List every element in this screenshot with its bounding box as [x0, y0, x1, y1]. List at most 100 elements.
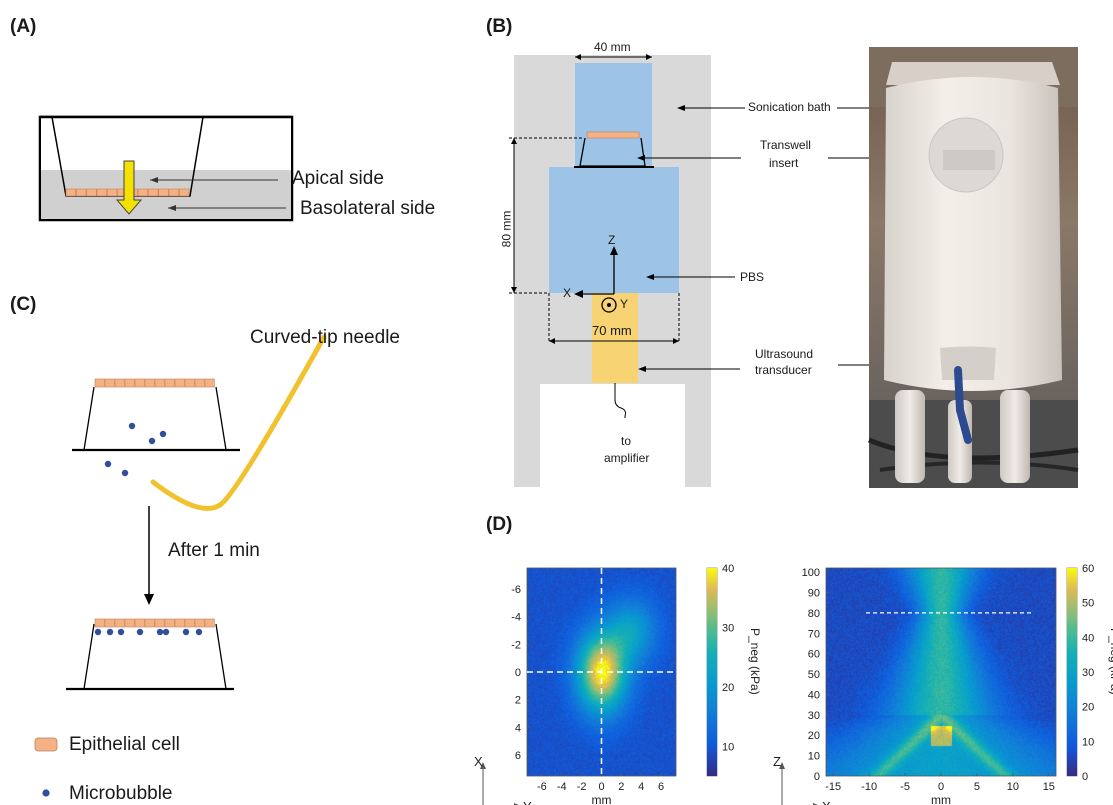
y-tick-label: 6 — [515, 750, 521, 762]
epithelial-cell — [65, 188, 76, 197]
axis-y-label: Y — [620, 297, 629, 311]
epithelial-cell — [168, 188, 179, 197]
microbubble — [136, 628, 144, 636]
x-tick-label: 10 — [1007, 781, 1019, 793]
y-tick-label: -6 — [511, 584, 521, 596]
colorbar-tick-label: 30 — [1082, 667, 1094, 679]
y-tick-label: -4 — [511, 612, 521, 624]
y-tick-label: 90 — [808, 587, 820, 599]
legend-microbubble-label: Microbubble — [69, 783, 173, 804]
epithelial-cell — [174, 618, 185, 628]
panel-a-label: (A) — [10, 16, 37, 37]
ultrasound-label-line2: transducer — [755, 363, 812, 377]
epithelial-cell — [86, 188, 97, 197]
attached-microbubbles — [94, 628, 203, 636]
x-tick-label: -5 — [900, 781, 910, 793]
epithelial-cell — [94, 378, 105, 388]
x-axis-label: mm — [931, 793, 951, 805]
epithelial-cell — [94, 618, 105, 628]
epithelial-cell — [204, 618, 215, 628]
x-tick-label: 6 — [658, 781, 664, 793]
epithelial-cell — [106, 188, 118, 197]
epithelial-cells-before — [94, 378, 215, 388]
width-40mm-label: 40 mm — [594, 40, 631, 54]
colorbar-tick-label: 40 — [1082, 632, 1094, 644]
x-tick-label: 0 — [598, 781, 604, 793]
microbubble — [156, 628, 164, 636]
pbs-label: PBS — [740, 270, 765, 284]
epithelial-cell — [194, 378, 205, 388]
microbubble — [148, 437, 156, 445]
epithelial-cell — [174, 378, 185, 388]
colorbar-tick-label: 50 — [1082, 598, 1094, 610]
transwell-label-line1: Transwell — [760, 138, 811, 152]
colorbar-label: P_neg (kPa) — [1108, 628, 1113, 695]
epithelial-cell — [114, 378, 125, 388]
transwell-label-line2: insert — [769, 156, 799, 170]
heatmap-xz-colorbar — [1067, 568, 1077, 776]
colorbar-tick-label: 40 — [722, 563, 734, 575]
microbubble — [106, 628, 114, 636]
axis-name-x: X — [822, 799, 831, 805]
ultrasound-label-line1: Ultrasound — [755, 347, 814, 361]
epithelial-cell — [184, 618, 195, 628]
x-tick-label: -4 — [557, 781, 567, 793]
panel-b-label: (B) — [486, 16, 513, 37]
epithelial-cell — [204, 378, 215, 388]
epithelial-cell — [148, 188, 159, 197]
x-tick-label: 15 — [1043, 781, 1055, 793]
needle-label: Curved-tip needle — [250, 327, 400, 348]
axis-name-y: X — [474, 754, 483, 769]
epithelial-cell — [154, 378, 165, 388]
epithelial-cell — [144, 378, 155, 388]
microbubble — [195, 628, 203, 636]
epithelial-cell — [104, 378, 115, 388]
axis-z-label: Z — [608, 233, 616, 247]
y-tick-label: 30 — [808, 710, 820, 722]
epithelial-cell — [194, 618, 205, 628]
x-tick-label: 0 — [938, 781, 944, 793]
heatmap-xz — [826, 568, 1056, 776]
apical-side-label: Apical side — [292, 168, 384, 189]
colorbar-label: P_neg (kPa) — [748, 628, 762, 695]
epithelial-cell — [96, 188, 107, 197]
y-tick-label: 4 — [515, 722, 521, 734]
width-70mm-label: 70 mm — [592, 323, 632, 338]
legend-epithelial-swatch — [34, 737, 58, 752]
curved-tip-needle — [150, 334, 327, 511]
axis-name-y: Z — [773, 754, 781, 769]
heatmap-xy-colorbar — [707, 568, 717, 776]
x-tick-label: -6 — [537, 781, 547, 793]
epithelial-cell — [76, 188, 87, 197]
colorbar-tick-label: 10 — [1082, 736, 1094, 748]
axis-x-label: X — [563, 286, 572, 300]
x-tick-label: 2 — [618, 781, 624, 793]
epithelial-cell — [134, 618, 145, 628]
basolateral-side-label: Basolateral side — [300, 198, 436, 219]
microbubble — [94, 628, 102, 636]
y-tick-label: 50 — [808, 669, 820, 681]
microbubble — [104, 460, 112, 468]
y-tick-label: 0 — [814, 771, 820, 783]
y-tick-label: 0 — [515, 667, 521, 679]
microbubble — [182, 628, 190, 636]
epithelial-cell — [144, 618, 155, 628]
y-tick-label: 60 — [808, 649, 820, 661]
epithelial-cell — [124, 378, 135, 388]
epithelial-cell — [164, 378, 175, 388]
microbubble — [128, 422, 136, 430]
flow-arrow — [115, 160, 143, 215]
colorbar-tick-label: 0 — [1082, 771, 1088, 783]
y-tick-label: 100 — [802, 567, 820, 579]
panel-d-label: (D) — [486, 514, 513, 535]
epithelial-cell — [154, 618, 165, 628]
microbubble — [159, 430, 167, 438]
y-tick-label: 2 — [515, 695, 521, 707]
x-tick-label: -10 — [861, 781, 877, 793]
colorbar-tick-label: 20 — [722, 682, 734, 694]
colorbar-tick-label: 30 — [722, 622, 734, 634]
axis-name-x: Y — [523, 799, 532, 805]
x-tick-label: -15 — [825, 781, 841, 793]
